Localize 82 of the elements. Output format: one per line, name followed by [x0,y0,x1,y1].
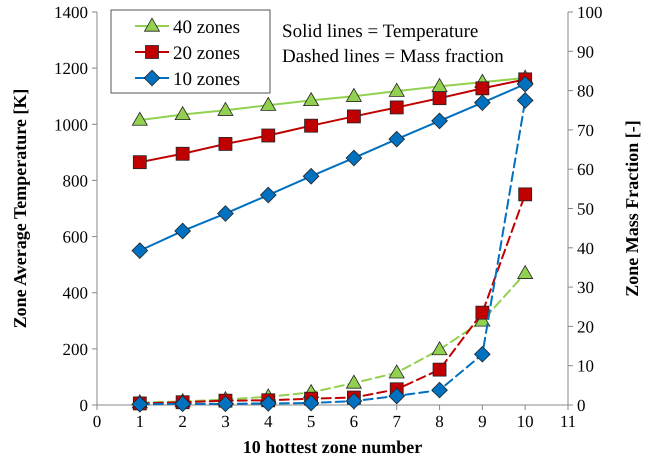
point [474,94,491,111]
y2-tick-label: 30 [577,278,594,298]
point [260,395,276,412]
y2-tick-label: 20 [577,317,594,336]
x-axis-title: 10 hottest zone number [242,437,422,457]
annotation: Dashed lines = Mass fraction [282,46,504,67]
point [475,306,490,320]
point [260,96,276,111]
y-tick-label: 0 [80,396,88,415]
y-tick-label: 800 [62,171,88,190]
y2-tick-label: 100 [577,3,602,22]
point [346,88,362,102]
point [517,265,534,279]
y-axis-title: Zone Average Temperature [K] [10,88,30,328]
point [346,150,362,166]
y-tick-label: 1000 [54,115,88,134]
y2-tick-label: 70 [577,120,594,140]
point [132,242,148,259]
legend-label: 20 zones [173,43,240,64]
y-tick-label: 1200 [54,59,88,78]
y2-tick-label: 60 [577,160,594,180]
point [388,130,405,148]
y2-tick-label: 80 [577,82,594,101]
x-tick-label: 2 [178,412,187,431]
point [304,118,318,133]
point [176,146,190,161]
point [432,362,446,377]
x-tick-label: 10 [516,412,534,431]
point [132,112,148,126]
point [218,102,234,116]
y-tick-label: 400 [62,284,88,303]
point [303,92,319,106]
point [431,382,448,398]
point [174,396,191,412]
y2-tick-label: 0 [577,396,586,415]
point [388,388,405,404]
point [432,91,446,106]
y-tick-label: 200 [62,340,88,359]
point [431,112,448,130]
y-tick-label: 1400 [54,3,88,22]
point [474,346,491,363]
point [260,186,276,204]
x-tick-label: 11 [560,412,576,431]
y-tick-label: 600 [62,228,88,247]
x-tick-label: 5 [306,412,316,431]
point [475,81,490,96]
point [518,187,532,202]
point [218,137,232,151]
point [174,222,191,240]
point [390,100,404,114]
point [346,392,362,410]
annotation: Solid lines = Temperature [282,21,478,42]
point [347,110,361,124]
point [174,106,191,120]
point [516,76,534,92]
point [132,155,147,170]
y2-tick-label: 50 [577,200,594,218]
point [388,82,405,97]
x-tick-label: 3 [221,412,230,431]
point [388,364,405,378]
point [516,92,534,109]
x-tick-label: 8 [435,412,444,431]
point [217,396,234,412]
point [432,341,448,356]
point [302,168,320,184]
legend-label: 10 zones [173,69,240,90]
x-tick-label: 7 [392,412,402,431]
legend-label: 40 zones [173,17,240,38]
x-tick-label: 4 [264,412,274,431]
y2-tick-label: 40 [577,238,594,258]
x-tick-label: 9 [478,412,487,431]
point [217,205,234,222]
y2-axis-title: Zone Mass Fraction [-] [622,120,642,297]
point [261,128,276,142]
point [432,78,448,92]
point [302,394,320,412]
y2-tick-label: 90 [577,42,594,62]
x-tick-label: 1 [136,412,144,431]
point [346,374,362,389]
x-tick-label: 6 [350,412,358,431]
x-tick-label: 0 [92,412,102,431]
y2-tick-label: 10 [577,356,594,376]
